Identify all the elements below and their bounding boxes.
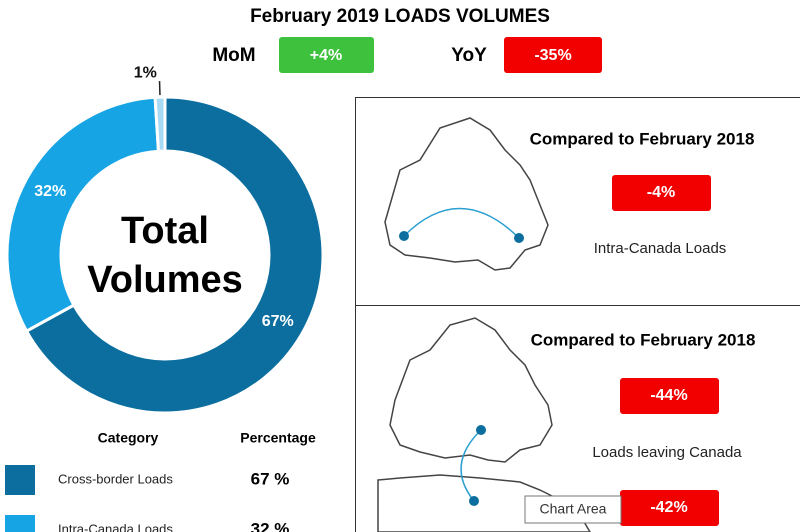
map-outline <box>384 117 549 271</box>
title: February 2019 LOADS VOLUMES <box>250 6 550 27</box>
donut-chart: 67% 32% 1% <box>5 64 325 415</box>
panel-title: Compared to February 2018 <box>531 330 756 349</box>
panel-caption: Loads leaving Canada <box>592 444 742 461</box>
badge-value: -42% <box>650 499 687 516</box>
mom-badge <box>279 37 374 73</box>
category-name: Intra-Canada Loads <box>58 521 173 532</box>
slice-label: 1% <box>134 64 157 81</box>
donut-slice <box>153 95 167 153</box>
route-dot <box>514 233 524 243</box>
badge-value: -4% <box>647 184 675 201</box>
route-arc <box>460 429 482 502</box>
panel-border <box>355 305 800 532</box>
badge <box>612 175 711 211</box>
percentage: 32 % <box>251 519 290 532</box>
table-header: Category <box>98 430 159 446</box>
mom-label: MoM <box>212 45 255 66</box>
map-outline <box>389 317 553 463</box>
mom-value: +4% <box>310 47 342 64</box>
center-text: Volumes <box>87 259 243 301</box>
badge <box>620 490 719 526</box>
legend-swatch <box>5 515 35 532</box>
legend: Cross-border Loads 67 % Intra-Canada Loads… <box>5 465 289 532</box>
tooltip-text: Chart Area <box>540 501 607 517</box>
route-dot <box>469 496 479 506</box>
legend-swatch <box>5 465 35 495</box>
route-dot <box>399 231 409 241</box>
panel-caption: Intra-Canada Loads <box>594 240 727 257</box>
yoy-label: YoY <box>451 45 487 66</box>
slice-label: 67% <box>262 313 294 330</box>
yoy-value: -35% <box>534 47 571 64</box>
table-header: Percentage <box>240 430 316 446</box>
map-outline <box>377 474 591 532</box>
panel-title: Compared to February 2018 <box>530 129 755 148</box>
route-arc <box>403 207 520 239</box>
route-dot <box>476 425 486 435</box>
badge-value: -44% <box>650 387 687 404</box>
donut-slice <box>5 95 161 334</box>
category-name: Cross-border Loads <box>58 471 173 486</box>
donut-slice <box>24 95 325 415</box>
yoy-badge <box>504 37 602 73</box>
center-text: Total <box>121 210 209 252</box>
badge <box>620 378 719 414</box>
tooltip <box>524 495 622 524</box>
slice-label: 32% <box>34 183 66 200</box>
percentage: 67 % <box>251 469 290 488</box>
